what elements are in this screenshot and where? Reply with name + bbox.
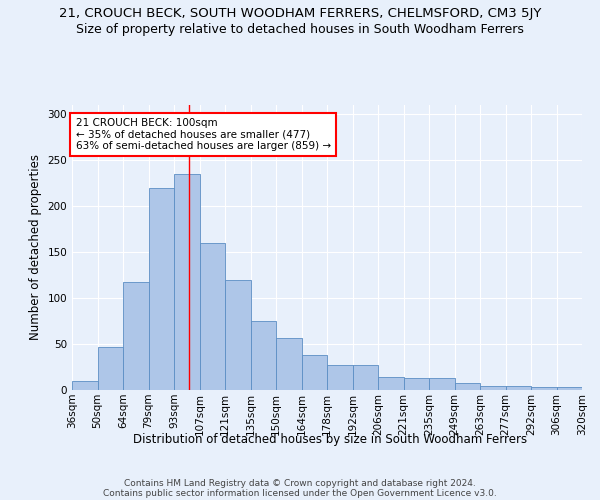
Text: 21, CROUCH BECK, SOUTH WOODHAM FERRERS, CHELMSFORD, CM3 5JY: 21, CROUCH BECK, SOUTH WOODHAM FERRERS, … (59, 8, 541, 20)
Text: Distribution of detached houses by size in South Woodham Ferrers: Distribution of detached houses by size … (133, 432, 527, 446)
Bar (429, 378, 455, 390)
Bar (302, 355, 327, 390)
Bar (404, 378, 429, 390)
Bar (251, 321, 276, 390)
Bar (72, 381, 97, 390)
Y-axis label: Number of detached properties: Number of detached properties (29, 154, 42, 340)
Bar (199, 243, 225, 390)
Bar (455, 382, 480, 390)
Text: 21 CROUCH BECK: 100sqm
← 35% of detached houses are smaller (477)
63% of semi-de: 21 CROUCH BECK: 100sqm ← 35% of detached… (76, 118, 331, 151)
Bar (225, 280, 251, 390)
Bar (505, 386, 531, 390)
Text: Contains public sector information licensed under the Open Government Licence v3: Contains public sector information licen… (103, 488, 497, 498)
Text: Contains HM Land Registry data © Crown copyright and database right 2024.: Contains HM Land Registry data © Crown c… (124, 478, 476, 488)
Bar (378, 377, 404, 390)
Bar (123, 282, 149, 390)
Text: Size of property relative to detached houses in South Woodham Ferrers: Size of property relative to detached ho… (76, 22, 524, 36)
Bar (97, 347, 123, 390)
Bar (557, 387, 582, 390)
Bar (276, 338, 302, 390)
Bar (531, 387, 557, 390)
Bar (327, 365, 353, 390)
Bar (174, 174, 199, 390)
Bar (353, 365, 378, 390)
Bar (149, 188, 174, 390)
Bar (480, 386, 505, 390)
